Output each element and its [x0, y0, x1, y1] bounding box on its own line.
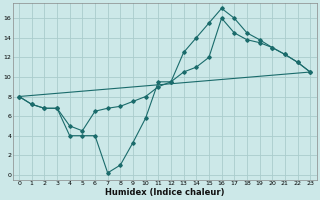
X-axis label: Humidex (Indice chaleur): Humidex (Indice chaleur) — [105, 188, 224, 197]
